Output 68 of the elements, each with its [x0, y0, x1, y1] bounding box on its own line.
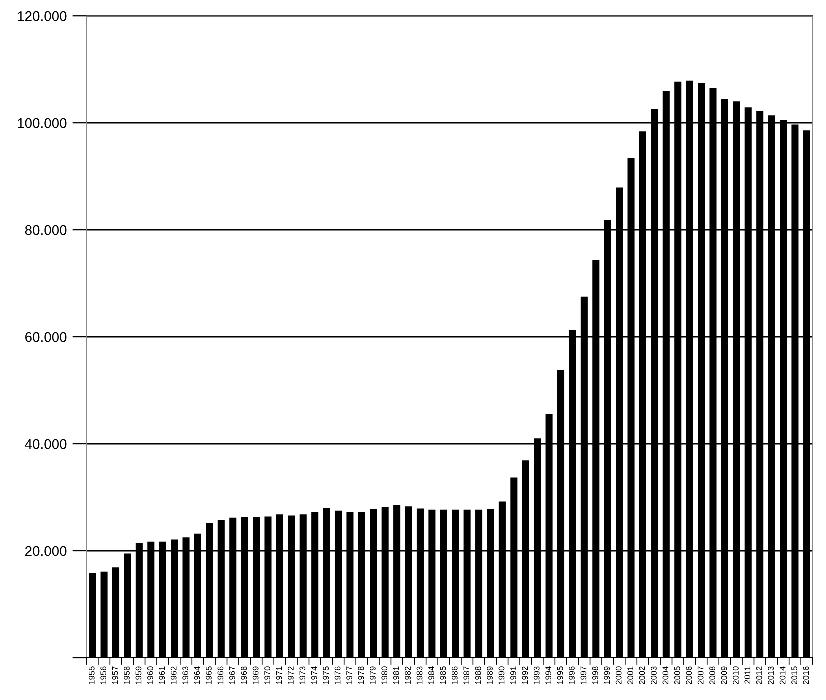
- x-tick-label: 2001: [628, 666, 634, 684]
- x-tick-label: 2010: [733, 666, 739, 684]
- x-tick-label: 1983: [416, 666, 423, 684]
- x-tick-label: 1990: [498, 666, 505, 684]
- x-tick-label: 2007: [698, 666, 704, 684]
- x-tick-label: 2009: [721, 666, 728, 684]
- x-tick-label: 1980: [382, 666, 388, 684]
- x-tick-label: 1985: [440, 666, 446, 684]
- x-tick-label: 1972: [288, 666, 294, 684]
- x-tick-label: 1992: [522, 666, 528, 684]
- x-tick-label: 1962: [170, 666, 177, 684]
- x-tick-label: 2008: [710, 666, 716, 684]
- x-tick-label: 1998: [592, 666, 598, 684]
- x-tick-label: 1966: [218, 666, 224, 684]
- x-tick-label: 2013: [768, 666, 774, 684]
- x-tick-label: 2000: [616, 666, 622, 684]
- x-tick-label: 1995: [557, 666, 564, 684]
- y-tick-label: 20.000: [26, 546, 67, 556]
- x-tick-label: 2015: [792, 666, 798, 684]
- x-tick-label: 1975: [323, 666, 330, 684]
- y-tick-label: 120.000: [18, 11, 67, 22]
- y-tick-label: 60.000: [26, 332, 67, 342]
- y-tick-label: 40.000: [25, 439, 67, 450]
- x-tick-label: 1959: [136, 666, 142, 684]
- x-tick-label: 1960: [147, 666, 154, 684]
- x-tick-label: 1958: [124, 666, 130, 684]
- x-tick-label: 2002: [639, 666, 646, 684]
- x-tick-label: 1988: [475, 666, 482, 684]
- x-tick-label: 1989: [487, 666, 493, 684]
- x-tick-label: 2004: [662, 666, 669, 684]
- x-tick-label: 1974: [311, 666, 318, 684]
- x-tick-label: 1999: [604, 666, 610, 684]
- x-tick-label: 1964: [194, 666, 200, 684]
- x-tick-label: 1984: [428, 666, 434, 684]
- x-tick-label: 1997: [580, 666, 587, 684]
- x-tick-label: 2006: [686, 666, 692, 684]
- y-tick-label: 100.000: [18, 118, 67, 128]
- x-tick-label: 1994: [546, 666, 552, 684]
- x-tick-label: 1969: [252, 666, 259, 684]
- x-tick-label: 2005: [674, 666, 680, 684]
- x-tick-label: 1963: [182, 666, 189, 684]
- x-tick-label: 2011: [744, 666, 751, 684]
- x-tick-label: 1981: [393, 666, 400, 684]
- x-tick-label: 1993: [534, 666, 540, 684]
- x-tick-label: 1961: [159, 666, 166, 684]
- x-tick-label: 2016: [803, 666, 810, 684]
- x-tick-label: 1979: [370, 666, 376, 684]
- x-tick-label: 2014: [780, 666, 786, 684]
- x-tick-label: 1965: [206, 666, 212, 684]
- x-tick-label: 1991: [510, 666, 516, 684]
- x-tick-label: 1967: [229, 666, 236, 684]
- x-tick-label: 2012: [756, 666, 762, 684]
- y-tick-label: 80.000: [25, 225, 67, 236]
- x-tick-label: 1970: [264, 666, 270, 684]
- x-tick-label: 1968: [241, 666, 248, 684]
- x-tick-label: 1986: [452, 666, 458, 684]
- x-tick-label: 1956: [100, 666, 107, 684]
- x-tick-label: 1957: [112, 666, 118, 684]
- x-tick-label: 1982: [405, 666, 412, 684]
- x-tick-label: 1955: [88, 666, 95, 684]
- x-tick-label: 1971: [276, 666, 282, 684]
- x-tick-label: 1978: [358, 666, 364, 684]
- x-tick-label: 1987: [464, 666, 470, 684]
- x-tick-label: 1996: [569, 666, 575, 684]
- x-tick-label: 1977: [346, 666, 352, 684]
- x-tick-label: 2003: [651, 666, 657, 684]
- x-tick-label: 1973: [300, 666, 306, 684]
- x-tick-label: 1976: [334, 666, 341, 684]
